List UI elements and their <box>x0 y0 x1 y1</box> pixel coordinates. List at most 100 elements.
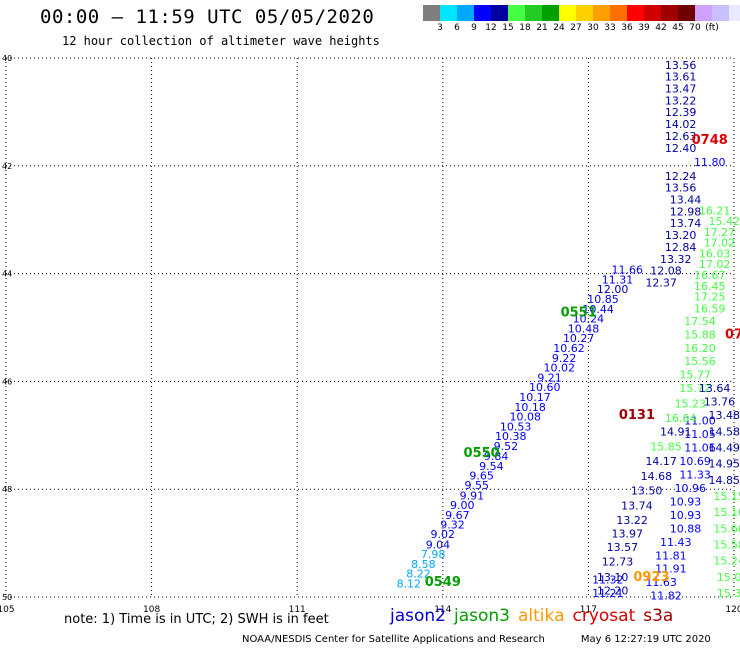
swh-value-label: 13.64 <box>699 382 731 395</box>
swh-value-label: 9.52 <box>494 440 519 453</box>
swh-value-label: 10.08 <box>510 411 542 424</box>
swh-value-label: 15.23 <box>675 397 707 410</box>
swh-value-label: 11.32 <box>592 574 624 587</box>
legend-label: 6 <box>454 23 460 33</box>
pass-time-label: 0551 <box>561 306 597 321</box>
swh-value-label: 15.85 <box>650 440 682 453</box>
pass-time-labels: 0748 0551 0550 0549 0131 0923 07 <box>425 133 740 590</box>
x-tick-label: 108 <box>143 605 160 615</box>
swh-value-label: 11.31 <box>602 273 634 286</box>
swh-value-label: 13.57 <box>607 541 639 554</box>
swh-value-label: 15.72 <box>679 382 711 395</box>
swh-value-label: 14.68 <box>641 470 673 483</box>
legend-label: 9 <box>471 23 477 33</box>
swh-value-label: 11.80 <box>694 156 726 169</box>
swh-value-label: 12.39 <box>665 106 697 119</box>
swh-value-label: 11.63 <box>645 576 677 589</box>
swh-value-label: 10.44 <box>582 303 614 316</box>
legend-swatch <box>627 5 644 21</box>
swh-value-label: 13.10 <box>597 571 629 584</box>
swh-value-label: 13.74 <box>670 217 702 230</box>
swh-value-label: 14.17 <box>645 455 677 468</box>
swh-value-label: 9.22 <box>552 352 577 365</box>
swh-value-label: 14.58 <box>709 425 740 438</box>
grid-lines <box>5 57 735 598</box>
satellite-jason2: jason2 <box>390 606 446 626</box>
swh-value-label: 8.58 <box>411 558 436 571</box>
legend-label: 15 <box>502 23 514 33</box>
swh-value-label: 9.91 <box>460 489 485 502</box>
swh-value-label: 10.60 <box>529 381 561 394</box>
footer-timestamp: May 6 12:27:19 UTC 2020 <box>580 634 711 645</box>
swh-value-label: 16.64 <box>665 412 697 425</box>
footer-org: NOAA/NESDIS Center for Satellite Applica… <box>242 634 545 645</box>
legend-label: 33 <box>604 23 616 33</box>
swh-value-label: 15.3 <box>717 587 740 600</box>
swh-value-label: 16.67 <box>694 269 726 282</box>
swh-value-label: 13.48 <box>709 409 740 422</box>
legend-swatch <box>695 5 712 21</box>
color-scale-legend <box>423 5 740 21</box>
legend-swatch <box>729 5 740 21</box>
legend-swatch <box>610 5 627 21</box>
swh-value-label: 9.67 <box>445 509 470 522</box>
swh-value-label: 17.02 <box>704 237 736 250</box>
pass-time-label: 0748 <box>692 133 728 148</box>
legend-label: 36 <box>621 23 633 33</box>
chart-title: 00:00 – 11:59 UTC 05/05/2020 <box>40 6 375 28</box>
swh-value-label: 17.02 <box>699 258 731 271</box>
legend-label: 12 <box>485 23 497 33</box>
legend-swatch <box>593 5 610 21</box>
swh-value-label: 9.55 <box>465 479 490 492</box>
swh-value-label: 10.93 <box>670 509 702 522</box>
swh-value-label: 17.27 <box>704 226 736 239</box>
swh-value-label: 10.85 <box>587 293 619 306</box>
swh-value-label: 15.24 <box>713 555 740 568</box>
swh-value-label: 17.54 <box>684 315 716 328</box>
swh-value-label: 12.73 <box>602 556 634 569</box>
x-tick-label: 120 <box>725 605 740 615</box>
swh-value-label: 13.76 <box>704 396 736 409</box>
legend-swatch <box>525 5 542 21</box>
legend-label: 3 <box>437 23 443 33</box>
legend-swatch <box>423 5 440 21</box>
satellite-legend: jason2 jason3 altika cryosat s3a <box>390 606 681 626</box>
legend-swatch <box>712 5 729 21</box>
swh-value-label: 10.93 <box>670 495 702 508</box>
swh-values: 8.128.228.587.989.049.029.329.679.009.91… <box>397 59 740 603</box>
swh-value-label: 13.56 <box>665 182 697 195</box>
swh-value-label: 11.82 <box>650 590 682 603</box>
swh-value-label: 10.38 <box>495 430 527 443</box>
y-tick-label: 50 <box>2 593 12 602</box>
swh-value-label: 13.44 <box>670 194 702 207</box>
legend-label: 18 <box>519 23 531 33</box>
swh-value-label: 13.56 <box>665 59 697 72</box>
y-tick-label: 46 <box>2 377 12 386</box>
swh-value-label: 12.98 <box>670 205 702 218</box>
swh-value-label: 10.53 <box>500 420 532 433</box>
x-tick-label: 114 <box>434 605 451 615</box>
swh-value-label: 8.12 <box>397 577 422 590</box>
swh-value-label: 10.27 <box>563 332 595 345</box>
legend-swatch <box>457 5 474 21</box>
legend-swatch <box>508 5 525 21</box>
swh-value-label: 14.49 <box>709 441 740 454</box>
legend-label: 39 <box>638 23 650 33</box>
swh-value-label: 15.15 <box>713 490 740 503</box>
swh-value-label: 12.08 <box>650 265 682 278</box>
swh-value-label: 9.65 <box>469 469 494 482</box>
swh-value-label: 17.25 <box>694 291 726 304</box>
swh-value-label: 10.69 <box>679 455 711 468</box>
swh-value-label: 15.88 <box>684 328 716 341</box>
satellite-altika: altika <box>518 606 565 626</box>
swh-value-label: 15.0 <box>717 571 740 584</box>
legend-label: 30 <box>587 23 599 33</box>
swh-value-label: 12.63 <box>665 130 697 143</box>
swh-value-label: 12.00 <box>597 283 629 296</box>
legend-label: 70 <box>689 23 701 33</box>
swh-value-label: 16.59 <box>694 302 726 315</box>
chart-subtitle: 12 hour collection of altimeter wave hei… <box>62 34 380 48</box>
swh-value-label: 14.95 <box>709 458 740 471</box>
swh-value-label: 10.17 <box>519 391 551 404</box>
legend-swatch <box>474 5 491 21</box>
